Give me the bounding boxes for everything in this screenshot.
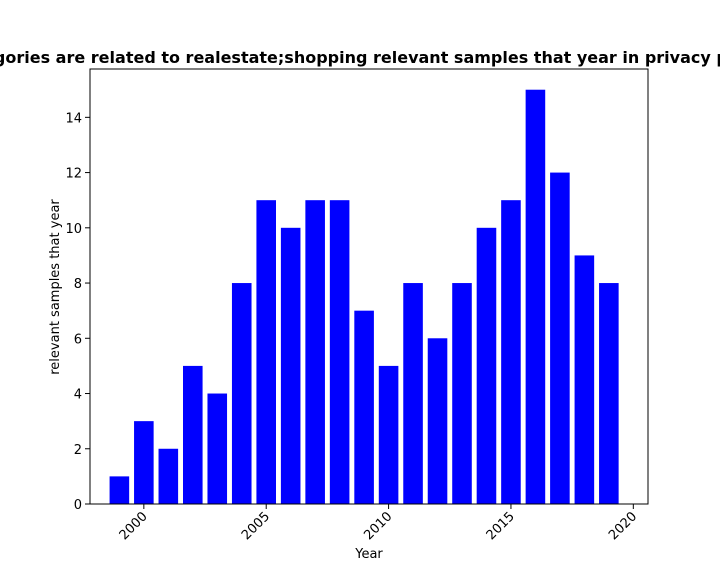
bar-2017 — [550, 172, 570, 505]
y-tick-label: 8 — [74, 277, 82, 292]
y-tick-label: 6 — [74, 332, 82, 347]
plot-frame — [89, 68, 649, 505]
x-axis-ticks: 2000 2005 2010 2015 2020 — [117, 504, 640, 543]
chart-title: Categories are related to realestate;sho… — [0, 48, 720, 67]
x-tick-label: 2005 — [239, 509, 273, 543]
bar-2004 — [231, 283, 252, 504]
bar-2005 — [256, 200, 276, 504]
bars-group — [109, 89, 619, 505]
bar-2014 — [476, 227, 497, 505]
bar-2016 — [525, 89, 546, 504]
bar-2000 — [134, 421, 154, 504]
bar-1999 — [109, 476, 130, 504]
bar-2019 — [599, 283, 619, 504]
y-axis-ticks: 0 2 4 6 8 10 12 14 — [65, 111, 90, 513]
bar-2002 — [183, 365, 203, 504]
bar-2013 — [452, 283, 472, 504]
y-tick-label: 0 — [74, 498, 82, 513]
bar-2015 — [501, 200, 521, 504]
bar-2006 — [280, 227, 301, 505]
bar-2018 — [574, 255, 595, 504]
bar-2012 — [427, 338, 448, 504]
y-axis-label: relevant samples that year — [48, 199, 63, 375]
bar-2007 — [305, 200, 325, 504]
x-tick-label: 2000 — [117, 509, 151, 543]
y-tick-label: 10 — [65, 222, 82, 237]
bar-2008 — [329, 200, 350, 504]
y-tick-label: 14 — [65, 111, 82, 126]
x-tick-label: 2010 — [361, 509, 395, 543]
bar-2009 — [354, 310, 374, 504]
y-tick-label: 4 — [74, 388, 82, 403]
bar-2003 — [207, 393, 228, 504]
x-tick-label: 2020 — [606, 509, 640, 543]
x-tick-label: 2015 — [484, 509, 518, 543]
x-axis-label: Year — [354, 547, 383, 562]
bar-2001 — [158, 448, 179, 504]
y-tick-label: 2 — [74, 443, 82, 458]
y-tick-label: 12 — [65, 167, 82, 182]
bar-2011 — [403, 283, 423, 504]
bar-2010 — [378, 365, 399, 504]
